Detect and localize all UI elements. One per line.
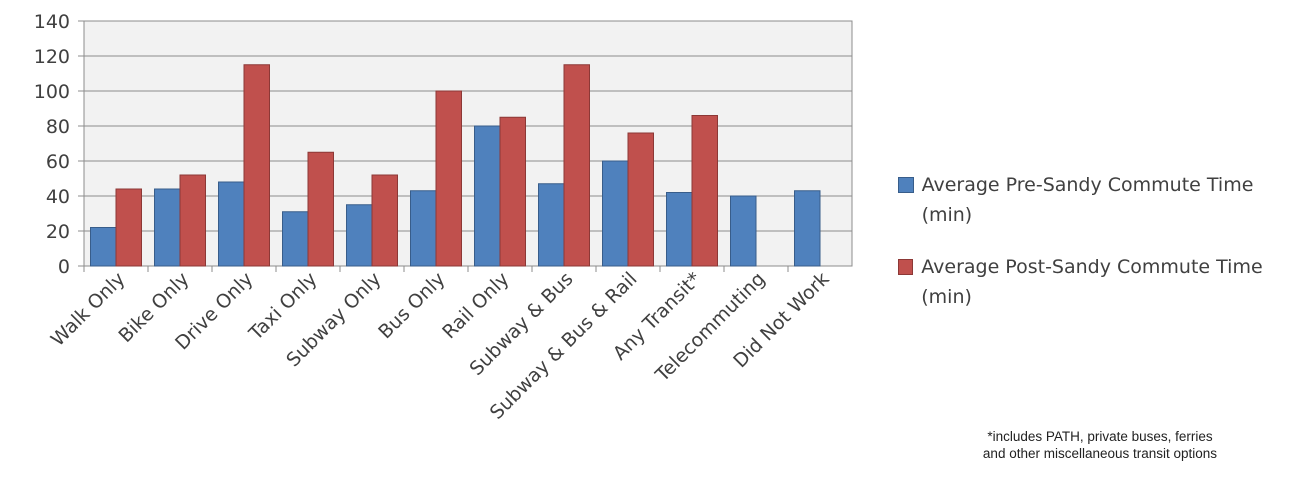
y-tick-label: 0 (58, 256, 70, 278)
bar-pre-sandy (474, 125, 501, 267)
bar-pre-sandy (218, 181, 245, 267)
bar-post-sandy (371, 174, 398, 267)
gridlines (78, 20, 852, 272)
bar-pre-sandy (730, 195, 757, 267)
bar-post-sandy (499, 116, 526, 267)
footnote: *includes PATH, private buses, ferries a… (982, 429, 1218, 461)
legend-swatch-post-sandy (898, 259, 914, 275)
bar-pre-sandy (538, 183, 565, 267)
bar-pre-sandy (794, 190, 821, 267)
y-tick-label: 100 (34, 81, 70, 103)
y-tick-label: 80 (46, 116, 70, 138)
y-axis-tick-labels: 0 20 40 60 80 100 120 140 (34, 11, 70, 278)
legend-label-pre-sandy: Average Pre-Sandy Commute Time (min) (921, 174, 1254, 226)
x-category-label: Telecommuting (651, 268, 770, 387)
bar-post-sandy (115, 188, 142, 267)
bar-post-sandy (435, 90, 462, 267)
bar-pre-sandy (602, 160, 629, 267)
legend-item-post-sandy: Average Post-Sandy Commute Time (min) (898, 252, 1298, 312)
bar-pre-sandy (410, 190, 437, 267)
legend: Average Pre-Sandy Commute Time (min) Ave… (898, 170, 1298, 334)
plot-area (83, 20, 853, 267)
y-tick-label: 140 (34, 11, 70, 33)
legend-label-post-sandy: Average Post-Sandy Commute Time (min) (921, 256, 1263, 308)
bar-pre-sandy (90, 227, 117, 267)
bar-post-sandy (691, 115, 718, 267)
bar-post-sandy (179, 174, 206, 267)
bar-post-sandy (307, 151, 334, 267)
bar-pre-sandy (346, 204, 373, 267)
legend-item-pre-sandy: Average Pre-Sandy Commute Time (min) (898, 170, 1298, 230)
y-tick-label: 20 (46, 221, 70, 243)
y-tick-label: 60 (46, 151, 70, 173)
bars (90, 64, 821, 267)
bar-pre-sandy (154, 188, 181, 267)
x-category-label: Bus Only (374, 268, 449, 343)
bar-post-sandy (243, 64, 270, 267)
x-category-label: Walk Only (47, 268, 130, 351)
legend-swatch-pre-sandy (898, 177, 914, 193)
bar-post-sandy (627, 132, 654, 267)
y-tick-label: 40 (46, 186, 70, 208)
bar-pre-sandy (282, 211, 309, 267)
bar-pre-sandy (666, 192, 693, 267)
bar-post-sandy (563, 64, 590, 267)
y-tick-label: 120 (34, 46, 70, 68)
